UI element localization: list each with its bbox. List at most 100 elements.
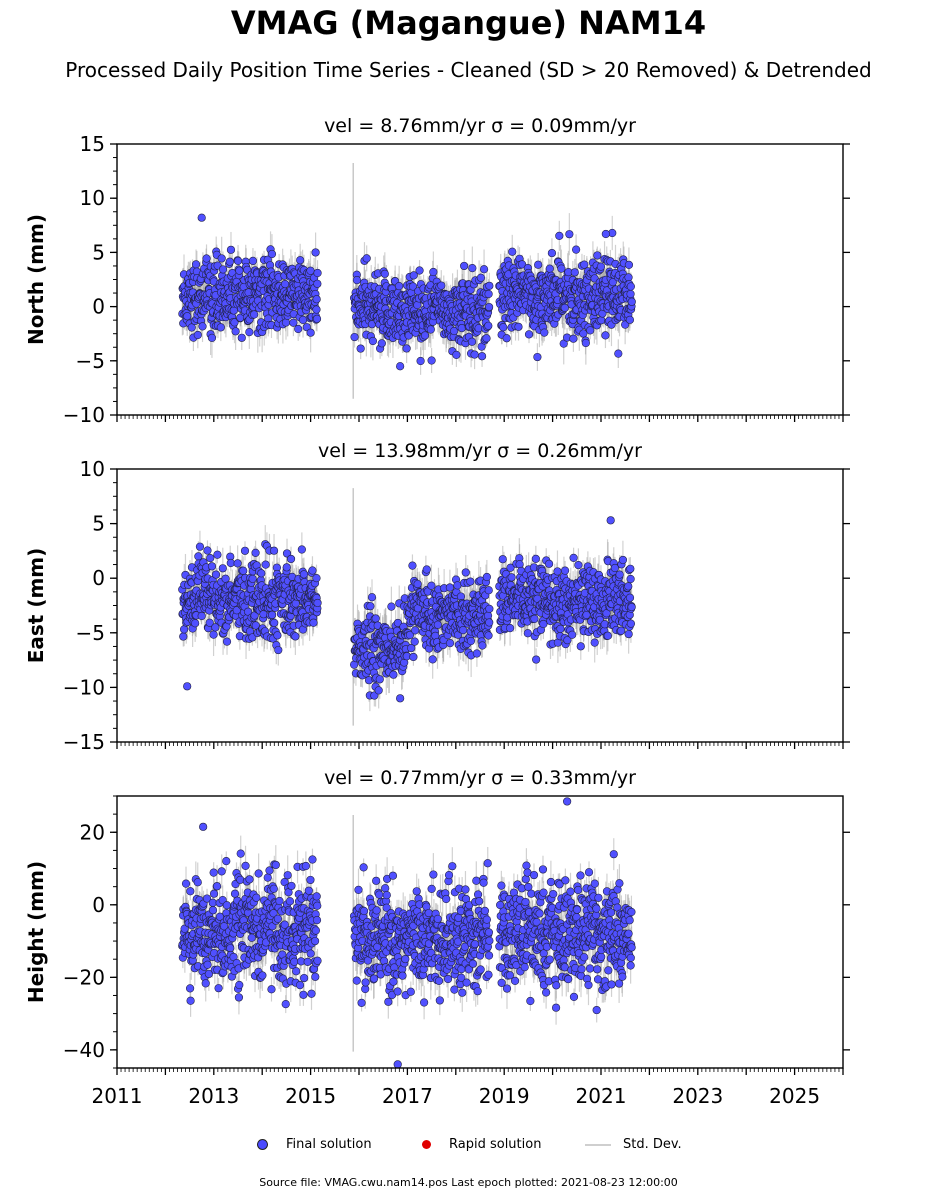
data-point bbox=[289, 318, 298, 327]
data-point bbox=[213, 550, 222, 559]
data-point bbox=[226, 558, 235, 568]
data-point bbox=[484, 302, 494, 312]
series-1-0 bbox=[178, 488, 636, 726]
y-tick-label: −5 bbox=[76, 349, 105, 373]
data-point-outlier bbox=[601, 229, 610, 239]
data-point bbox=[596, 262, 606, 271]
data-point bbox=[191, 260, 201, 269]
data-point bbox=[248, 256, 258, 266]
data-point bbox=[230, 318, 239, 327]
data-point bbox=[499, 323, 508, 332]
data-point bbox=[306, 266, 315, 275]
data-point bbox=[296, 256, 305, 265]
data-point bbox=[395, 282, 404, 291]
data-point bbox=[312, 295, 321, 304]
data-point bbox=[273, 631, 282, 640]
data-point bbox=[581, 338, 590, 348]
data-point bbox=[237, 333, 246, 342]
data-point bbox=[429, 267, 438, 277]
data-point bbox=[312, 305, 321, 314]
data-point bbox=[547, 248, 557, 258]
data-point bbox=[248, 574, 257, 583]
data-point bbox=[233, 256, 243, 265]
data-point bbox=[286, 554, 296, 564]
data-point bbox=[524, 330, 534, 339]
page-subtitle: Processed Daily Position Time Series - C… bbox=[65, 58, 872, 82]
data-point bbox=[239, 566, 248, 575]
data-point bbox=[194, 552, 203, 561]
data-point bbox=[614, 349, 623, 358]
data-point bbox=[206, 554, 215, 563]
data-point bbox=[626, 289, 635, 299]
data-point bbox=[514, 322, 523, 331]
page-title: VMAG (Magangue) NAM14 bbox=[230, 4, 707, 42]
data-point bbox=[313, 268, 322, 278]
data-point bbox=[217, 254, 226, 263]
data-point bbox=[377, 339, 386, 348]
data-point bbox=[415, 266, 424, 275]
data-point bbox=[207, 333, 217, 342]
y-tick-label: 5 bbox=[92, 240, 105, 264]
data-point bbox=[380, 269, 389, 278]
data-point bbox=[274, 645, 283, 655]
data-point bbox=[586, 326, 595, 335]
data-point-outlier bbox=[396, 362, 405, 371]
data-point bbox=[593, 251, 602, 260]
data-point bbox=[484, 321, 493, 330]
data-point bbox=[269, 546, 279, 555]
data-point bbox=[460, 261, 469, 271]
data-point bbox=[502, 334, 511, 343]
data-point bbox=[624, 273, 633, 282]
data-point bbox=[555, 231, 564, 240]
data-point bbox=[426, 325, 435, 334]
y-axis-label-1: East (mm) bbox=[24, 548, 48, 664]
data-point bbox=[197, 611, 206, 621]
data-point bbox=[240, 546, 250, 555]
data-point bbox=[225, 257, 234, 266]
data-point bbox=[557, 264, 566, 273]
data-point bbox=[198, 322, 207, 331]
data-point bbox=[625, 315, 635, 324]
data-point bbox=[312, 314, 322, 323]
data-point bbox=[626, 282, 635, 291]
data-point bbox=[309, 618, 318, 627]
data-point bbox=[352, 276, 362, 285]
data-point bbox=[270, 618, 279, 627]
data-point bbox=[291, 599, 300, 608]
data-point bbox=[468, 264, 477, 273]
y-tick-label: 15 bbox=[80, 132, 105, 156]
data-point bbox=[298, 315, 308, 324]
data-point bbox=[362, 254, 371, 263]
data-point bbox=[183, 312, 192, 321]
data-point bbox=[580, 260, 589, 269]
data-point bbox=[437, 281, 446, 290]
data-point bbox=[222, 637, 232, 646]
data-point-outlier bbox=[197, 213, 206, 222]
data-point bbox=[267, 610, 277, 619]
data-point bbox=[311, 248, 320, 257]
data-point bbox=[479, 265, 489, 274]
data-point bbox=[467, 337, 477, 346]
data-point bbox=[251, 548, 260, 557]
data-points bbox=[178, 516, 636, 703]
data-points bbox=[178, 213, 636, 371]
data-point bbox=[485, 281, 494, 290]
y-tick-label: 10 bbox=[80, 186, 105, 210]
data-point bbox=[368, 336, 378, 346]
data-point bbox=[312, 574, 321, 583]
data-point bbox=[570, 268, 579, 277]
data-point bbox=[257, 569, 266, 578]
data-point bbox=[427, 356, 436, 365]
data-point bbox=[207, 562, 217, 571]
series-0-0 bbox=[178, 162, 636, 399]
data-point bbox=[452, 350, 461, 360]
data-point bbox=[233, 559, 242, 568]
data-point bbox=[245, 328, 254, 337]
data-point bbox=[216, 323, 225, 332]
data-point bbox=[482, 334, 491, 343]
data-point bbox=[267, 249, 277, 259]
data-point bbox=[187, 323, 196, 332]
data-point bbox=[484, 289, 493, 299]
y-tick-label: −10 bbox=[63, 403, 105, 427]
data-point bbox=[545, 264, 554, 273]
